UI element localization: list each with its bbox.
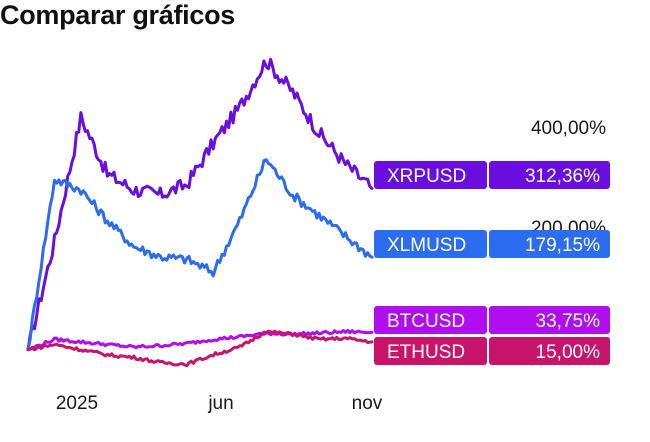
x-tick-label: nov — [352, 393, 383, 414]
series-name-tag-xlmusd[interactable] — [374, 230, 487, 258]
series-line-xrpusd[interactable] — [26, 57, 374, 352]
series-line-btcusd[interactable] — [26, 328, 374, 352]
series-line-xlmusd[interactable] — [26, 158, 374, 352]
series-value-label: 312,36% — [525, 166, 600, 187]
series-name-label: BTCUSD — [387, 311, 465, 332]
series-name-tag-btcusd[interactable] — [374, 306, 487, 334]
series-value-tag-xlmusd — [489, 230, 610, 258]
series-value-label: 179,15% — [525, 235, 600, 256]
series-value-tag-btcusd — [489, 306, 610, 334]
series-value-tag-ethusd — [489, 337, 610, 365]
series-value-tag-xrpusd — [489, 161, 610, 189]
y-tick-label: 400,00% — [531, 118, 606, 139]
series-line-ethusd[interactable] — [26, 329, 374, 368]
series-value-label: 15,00% — [536, 342, 601, 363]
series-name-label: XLMUSD — [387, 235, 466, 256]
x-tick-label: 2025 — [56, 393, 98, 414]
series-name-label: XRPUSD — [387, 166, 466, 187]
series-name-tag-ethusd[interactable] — [374, 337, 487, 365]
series-name-tag-xrpusd[interactable] — [374, 161, 487, 189]
series-name-label: ETHUSD — [387, 342, 465, 363]
page-title: Comparar gráficos — [0, 0, 235, 30]
x-tick-label: jun — [207, 393, 233, 414]
series-value-label: 33,75% — [536, 311, 601, 332]
